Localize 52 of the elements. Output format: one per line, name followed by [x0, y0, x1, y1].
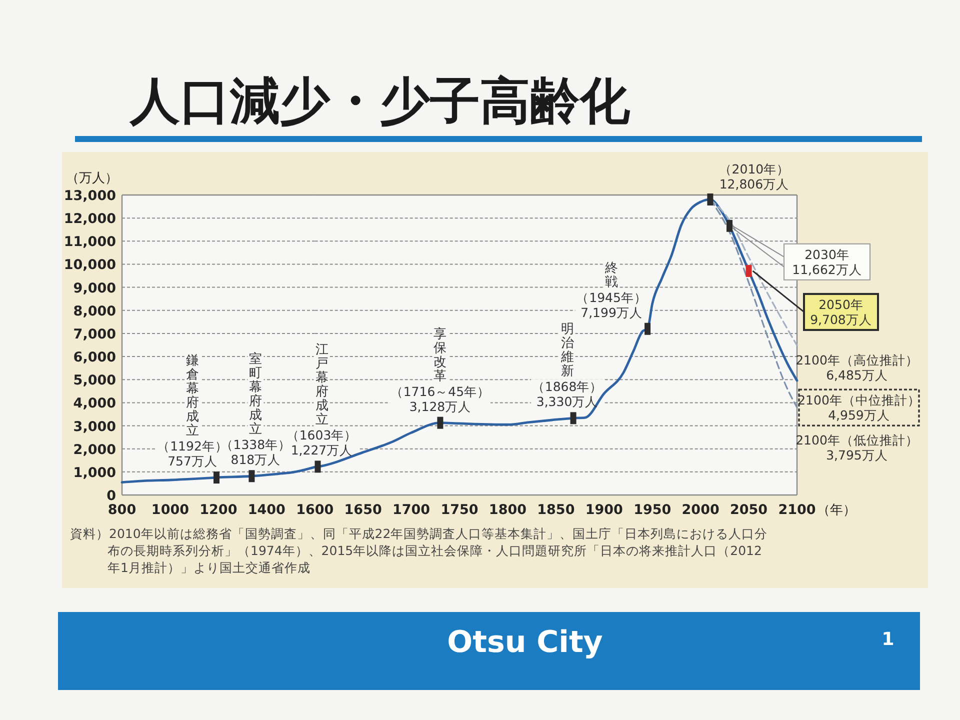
- text: 1: [882, 629, 894, 650]
- y-tick-label: 0: [106, 488, 116, 504]
- x-tick-label: 2000: [682, 502, 720, 518]
- y-tick-label: 12,000: [64, 211, 116, 228]
- y-tick-label: 4,000: [73, 396, 116, 412]
- x-tick-label: 1650: [344, 502, 382, 518]
- text: 資料）2010年以前は総務省「国勢調査」、同「平成22年国勢調査人口等基本集計」、国土庁「日本列島における人口分布の長期時系列分析」（1974年）、2015年以降は国立社会保障・人口問題研究所「日本の将来推計人口（2012年1月推計）」より国土交通省作成: [70, 526, 768, 575]
- annotation: 室町幕府成立: [249, 351, 262, 438]
- y-tick-label: 2,000: [73, 442, 116, 458]
- y-tick-label: 8,000: [73, 303, 116, 320]
- annotation: 終戦: [604, 260, 618, 290]
- y-tick-label: 13,000: [64, 188, 116, 204]
- annotation: 鎌倉幕府成立: [186, 354, 199, 439]
- y-tick-label: 5,000: [73, 372, 116, 389]
- annotation: 江戸幕府成立: [315, 342, 328, 428]
- y-tick-label: 11,000: [64, 234, 116, 250]
- text: Otsu City: [447, 625, 604, 660]
- annotation: （1868年） 3,330万人: [532, 379, 603, 410]
- y-tick-label: 7,000: [73, 326, 116, 342]
- y-tick-label: 1,000: [73, 464, 116, 481]
- x-tick-label: 1750: [440, 502, 478, 518]
- x-tick-label: 1700: [392, 502, 430, 518]
- annotation: （1716～45年） 3,128万人: [390, 384, 490, 414]
- annotation: 2100年（低位推計） 3,795万人: [796, 432, 918, 462]
- x-tick-label: 1800: [488, 502, 527, 518]
- annotation: （1945年） 7,199万人: [576, 290, 647, 320]
- y-tick-label: 3,000: [73, 418, 116, 435]
- y-tick-label: 10,000: [64, 257, 116, 274]
- x-tick-label: 1600: [296, 502, 334, 518]
- x-tick-label: 1200: [200, 502, 238, 518]
- x-tick-label: 2050: [730, 502, 768, 518]
- x-tick-label: 1000: [151, 502, 190, 518]
- y-axis-title: （万人）: [66, 171, 118, 186]
- annotation: 2030年 11,662万人: [792, 246, 862, 277]
- x-tick-label: 800: [108, 502, 136, 518]
- x-tick-label: 1900: [585, 502, 623, 518]
- annotation: 享保改革: [434, 326, 447, 384]
- y-tick-label: 6,000: [73, 350, 116, 366]
- y-tick-label: 9,000: [73, 280, 116, 296]
- x-axis-title: （年）: [817, 503, 856, 518]
- x-tick-label: 1850: [537, 502, 575, 518]
- annotation: 明治維新: [560, 322, 574, 380]
- annotation: （1192年） 757万人: [157, 438, 228, 469]
- x-tick-label: 2100: [778, 502, 816, 518]
- x-tick-label: 1950: [634, 502, 672, 518]
- chart-title: 人口減少・少子高齢化: [129, 72, 631, 130]
- x-tick-label: 1400: [248, 502, 286, 518]
- annotation: （1338年） 818万人: [220, 437, 292, 468]
- annotation: 2050年 9,708万人: [810, 296, 872, 327]
- annotation: 2100年（高位推計） 6,485万人: [796, 352, 918, 382]
- annotation: （2010年） 12,806万人: [718, 161, 790, 192]
- annotation: （1603年） 1,227万人: [286, 428, 358, 458]
